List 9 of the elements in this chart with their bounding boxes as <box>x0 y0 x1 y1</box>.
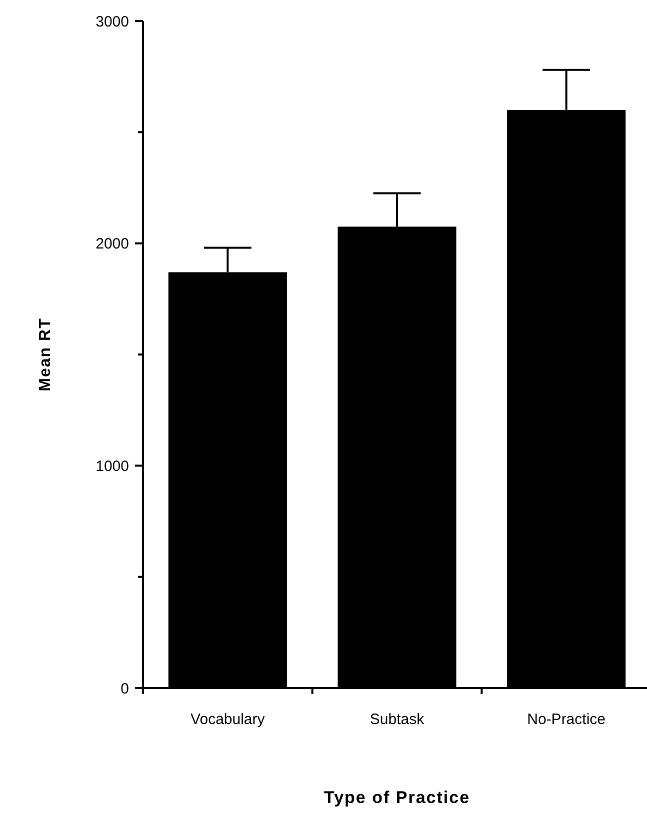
y-tick-label: 0 <box>120 680 129 698</box>
y-tick-label: 1000 <box>96 458 129 475</box>
x-tick-label: No-Practice <box>527 711 606 728</box>
y-tick-label: 3000 <box>96 13 129 30</box>
x-tick-label: Vocabulary <box>190 711 266 728</box>
x-tick-label: Subtask <box>370 711 425 728</box>
y-axis-title: Mean RT <box>37 318 54 392</box>
x-axis-title: Type of Practice <box>324 788 470 807</box>
y-tick-label: 2000 <box>96 236 129 253</box>
